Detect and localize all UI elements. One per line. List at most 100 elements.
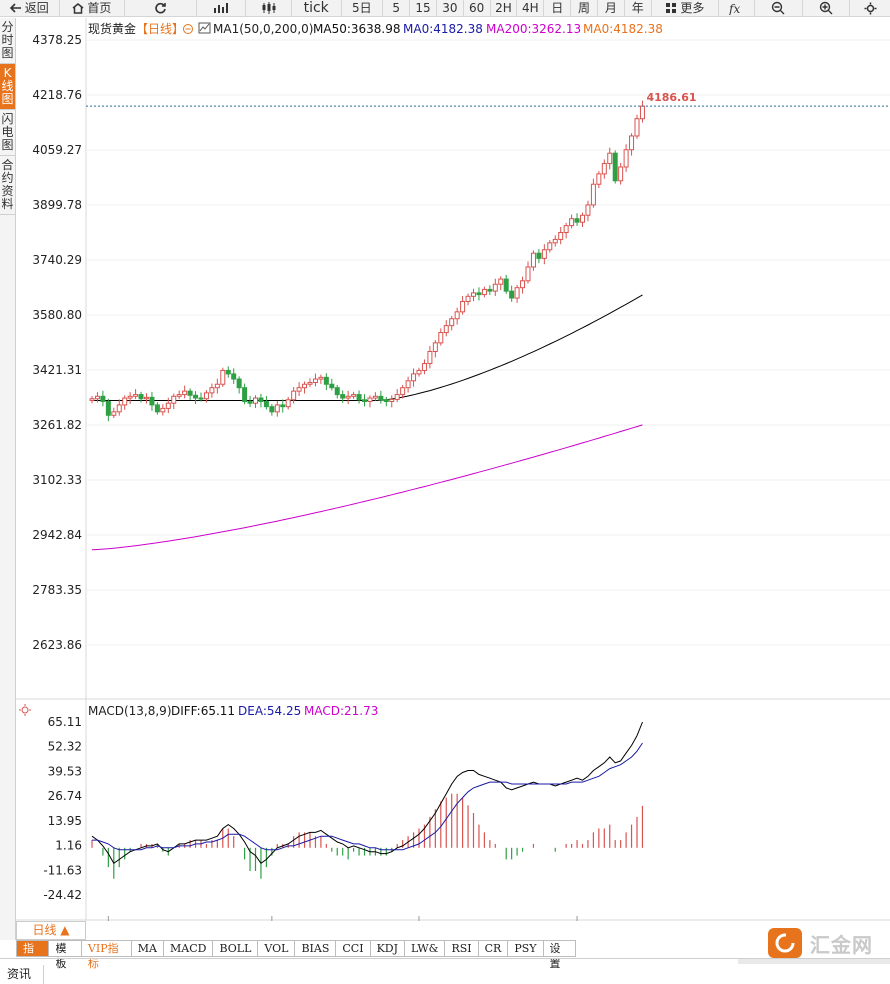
candle-up: [492, 283, 498, 292]
tab-lw[interactable]: LW&: [405, 940, 446, 957]
candle-up: [449, 318, 455, 327]
news-tab[interactable]: 资讯: [0, 965, 44, 984]
kline-chart[interactable]: 现货黄金 【日线】 MA1(50,0,200,0) MA50:3638.98 M…: [16, 18, 890, 921]
period-day[interactable]: 日: [544, 0, 572, 16]
tab-vip-indicator[interactable]: VIP指标: [81, 940, 132, 970]
candle-up: [547, 242, 553, 251]
candle-chart-button[interactable]: [246, 0, 292, 16]
candle-up: [465, 295, 471, 302]
price-tick-label: 4218.76: [32, 88, 82, 102]
candle-up: [400, 387, 406, 396]
period-year[interactable]: 年: [625, 0, 652, 16]
tab-vol[interactable]: VOL: [258, 940, 296, 957]
candle-down: [334, 387, 340, 396]
candle-up: [596, 173, 602, 185]
candle-up: [203, 392, 209, 400]
candle-up: [133, 394, 139, 397]
tab-macd[interactable]: MACD: [164, 940, 214, 957]
candle-down: [236, 378, 242, 389]
period-60m[interactable]: 60: [464, 0, 491, 16]
price-tick-label: 2942.84: [32, 528, 82, 542]
legend-ma1: MA1(50,0,200,0): [213, 22, 313, 36]
price-tick-label: 3740.29: [32, 253, 82, 267]
macd-tick-label: -24.42: [43, 888, 82, 902]
candle-up: [438, 332, 444, 344]
candle-up: [525, 266, 531, 282]
price-tick-label: 3102.33: [32, 473, 82, 487]
tab-ma[interactable]: MA: [131, 940, 164, 957]
candle-up: [274, 404, 280, 413]
refresh-button[interactable]: [125, 0, 197, 16]
tab-cci[interactable]: CCI: [336, 940, 371, 957]
date-axis: 2025/072025/082025/092025/10: [107, 916, 578, 921]
candle-up: [165, 402, 171, 409]
candle-up: [367, 397, 373, 402]
ma200-path: [91, 424, 643, 551]
tab-cr[interactable]: CR: [478, 940, 509, 957]
more-button[interactable]: 更多: [652, 0, 720, 16]
settings-button[interactable]: [850, 0, 890, 16]
zoom-out-button[interactable]: [755, 0, 803, 16]
period-selector[interactable]: 日线 ▲: [16, 921, 86, 940]
period-5m[interactable]: 5: [383, 0, 411, 16]
tab-boll[interactable]: BOLL: [213, 940, 259, 957]
toolbar: 返回 首页 tick 5日 5 15 30 60 2H 4H 日 周 月 年 更…: [0, 0, 890, 17]
zoom-in-button[interactable]: [803, 0, 851, 16]
period-15m[interactable]: 15: [410, 0, 437, 16]
legend-ma50: MA50:3638.98: [313, 22, 401, 36]
period-2h[interactable]: 2H: [491, 0, 518, 16]
candle-up: [160, 407, 166, 413]
five-day-button[interactable]: 5日: [342, 0, 384, 16]
candle-up: [171, 395, 177, 404]
period-month[interactable]: 月: [598, 0, 625, 16]
tab-kline[interactable]: K 线 图: [0, 64, 15, 110]
home-button[interactable]: 首页: [60, 0, 126, 16]
home-icon: [72, 2, 84, 14]
period-week[interactable]: 周: [571, 0, 598, 16]
tab-settings[interactable]: 设置: [543, 940, 576, 970]
tab-psy[interactable]: PSY: [508, 940, 544, 957]
tab-template[interactable]: 模板: [49, 940, 82, 970]
candle-up: [94, 395, 100, 400]
formula-button[interactable]: fx: [719, 0, 755, 16]
macd-legend-diff: DIFF:65.11: [171, 704, 235, 718]
candle-up: [307, 382, 313, 385]
bar-chart-button[interactable]: [197, 0, 247, 16]
main-legend: 现货黄金 【日线】 MA1(50,0,200,0) MA50:3638.98 M…: [88, 21, 663, 36]
tab-contract-info[interactable]: 合 约 资 料: [0, 156, 15, 215]
macd-tick-label: 13.95: [48, 814, 82, 828]
tick-button[interactable]: tick: [292, 0, 342, 16]
candle-up: [89, 398, 95, 401]
candle-down: [231, 373, 237, 380]
candle-up: [421, 363, 427, 371]
candle-down: [187, 390, 193, 396]
tab-kdj[interactable]: KDJ: [370, 940, 406, 957]
candle-up: [372, 395, 378, 399]
candle-up: [498, 278, 504, 285]
tab-flash[interactable]: 闪 电 图: [0, 110, 15, 156]
candle-down: [154, 404, 160, 413]
price-tick-label: 3899.78: [32, 198, 82, 212]
macd-legend-name: MACD(13,8,9): [88, 704, 172, 718]
macd-tick-label: 39.53: [48, 764, 82, 778]
tab-timeshare[interactable]: 分 时 图: [0, 18, 15, 64]
macd-settings-icon[interactable]: [19, 704, 31, 716]
period-4h[interactable]: 4H: [517, 0, 545, 16]
period-30m[interactable]: 30: [437, 0, 464, 16]
logo-mark-icon: [768, 928, 802, 958]
candle-up: [416, 369, 422, 375]
candle-down: [100, 395, 106, 402]
candle-up: [585, 204, 591, 216]
tab-bias[interactable]: BIAS: [295, 940, 337, 957]
scroll-strip[interactable]: [738, 958, 890, 964]
legend-collapse-icon[interactable]: [183, 24, 193, 34]
indicator-settings-icon[interactable]: [198, 22, 211, 34]
candle-up: [220, 369, 226, 385]
back-button[interactable]: 返回: [0, 0, 60, 16]
macd-tick-label: 52.32: [48, 740, 82, 754]
macd-axis: 65.11 52.32 39.53 26.74 13.95 1.16 -11.63 -24.4…: [43, 715, 82, 902]
refresh-icon: [155, 2, 166, 13]
tab-rsi[interactable]: RSI: [445, 940, 479, 957]
tab-indicator[interactable]: 指标: [16, 940, 50, 970]
price-tick-label: 3580.80: [32, 308, 82, 322]
